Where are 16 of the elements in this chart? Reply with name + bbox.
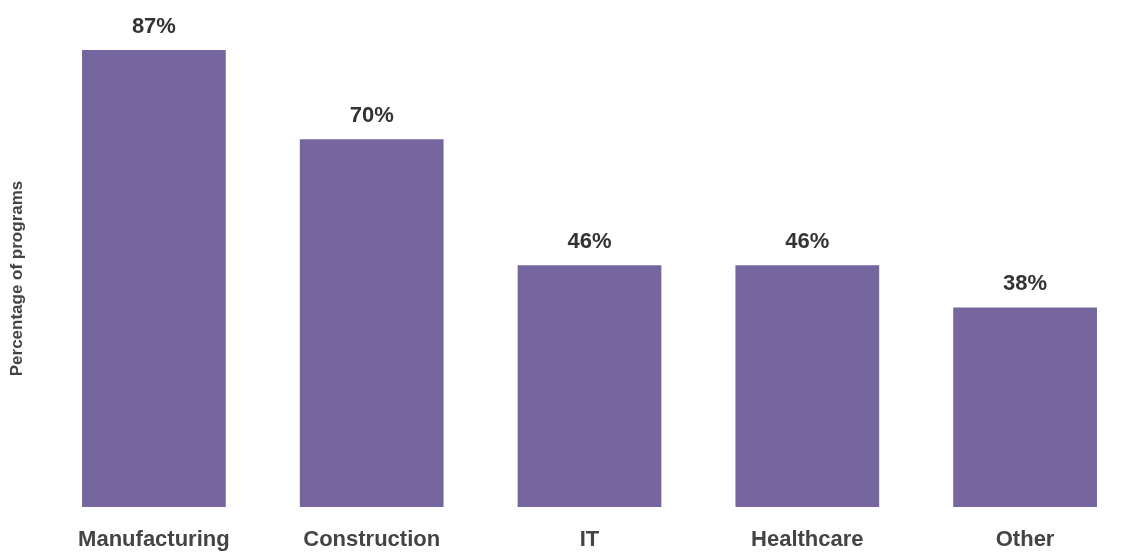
- x-tick-label: IT: [579, 525, 600, 551]
- bar: [299, 139, 444, 507]
- x-tick-label: Manufacturing: [78, 525, 230, 551]
- bar: [735, 265, 880, 507]
- data-label: 46%: [567, 227, 612, 253]
- bar: [82, 50, 226, 507]
- data-label: 87%: [131, 12, 176, 38]
- data-label: 46%: [785, 227, 830, 253]
- data-label: 70%: [349, 101, 394, 127]
- bar: [953, 307, 1097, 507]
- bar: [517, 265, 662, 507]
- x-tick-label: Construction: [303, 525, 441, 551]
- y-axis-title: Percentage of programs: [7, 180, 26, 377]
- x-tick-label: Other: [995, 525, 1055, 551]
- data-label: 38%: [1003, 269, 1048, 295]
- x-tick-label: Healthcare: [751, 525, 864, 551]
